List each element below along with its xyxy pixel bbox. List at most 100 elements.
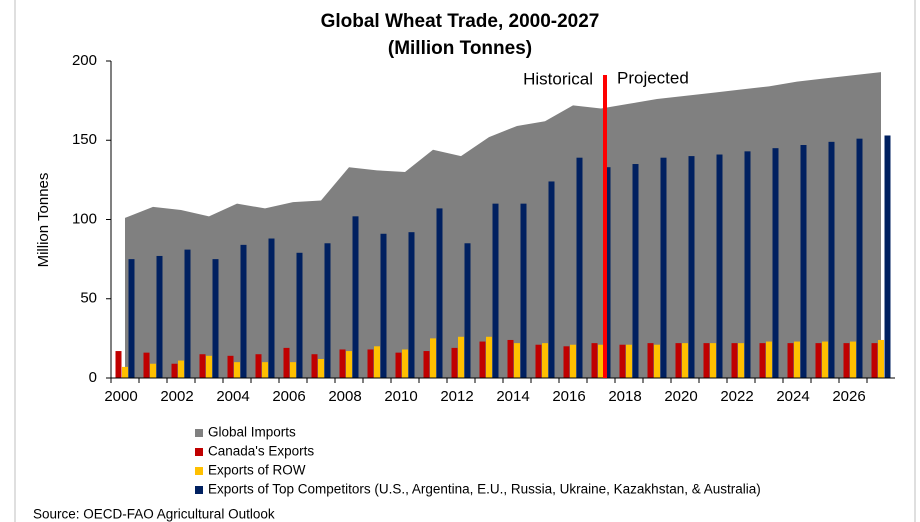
x-tick-label: 2016 — [552, 388, 585, 405]
legend-label: Canada's Exports — [208, 444, 314, 459]
bar — [766, 341, 772, 378]
legend-swatch — [195, 486, 203, 494]
annotation: Projected — [617, 68, 689, 87]
bar — [178, 360, 184, 378]
bar — [688, 156, 695, 378]
bar — [744, 151, 751, 378]
bar — [255, 354, 262, 378]
bar — [367, 349, 374, 378]
bar — [436, 208, 443, 378]
source: Source: OECD-FAO Agricultural Outlook — [33, 507, 275, 522]
bar — [843, 343, 850, 378]
bar — [548, 181, 555, 378]
bar — [352, 216, 359, 378]
bar — [492, 203, 499, 378]
x-tick-label: 2000 — [104, 388, 137, 405]
bar — [479, 341, 486, 378]
bar — [128, 259, 135, 378]
bar — [626, 344, 632, 378]
bar — [772, 148, 779, 378]
bar — [660, 157, 667, 378]
bar — [486, 336, 492, 378]
y-tick-label: 200 — [72, 52, 97, 69]
bar — [339, 349, 346, 378]
bar — [654, 344, 660, 378]
x-tick-label: 2012 — [440, 388, 473, 405]
bar — [143, 352, 150, 378]
x-tick-label: 2008 — [328, 388, 361, 405]
bar — [884, 135, 891, 378]
bar — [787, 343, 794, 378]
bar — [262, 362, 268, 378]
x-tick-label: 2014 — [496, 388, 529, 405]
bar — [464, 243, 471, 378]
bar — [402, 349, 408, 378]
x-tick-label: 2010 — [384, 388, 417, 405]
legend-label: Global Imports — [208, 425, 296, 440]
bar — [283, 347, 290, 378]
bar — [423, 351, 430, 378]
y-tick-label: 150 — [72, 131, 97, 148]
bar — [542, 343, 548, 378]
bar — [395, 352, 402, 378]
bar — [604, 167, 611, 378]
x-tick-label: 2026 — [832, 388, 865, 405]
legend-label: Exports of Top Competitors (U.S., Argent… — [208, 482, 761, 497]
bar — [794, 341, 800, 378]
bar — [290, 362, 296, 378]
x-tick-label: 2022 — [720, 388, 753, 405]
bar — [227, 355, 234, 378]
x-tick-label: 2004 — [216, 388, 249, 405]
bar — [212, 259, 219, 378]
bar — [234, 362, 240, 378]
bar — [828, 141, 835, 378]
bar — [324, 243, 331, 378]
bar — [115, 351, 122, 378]
bar — [682, 343, 688, 378]
x-tick-label: 2018 — [608, 388, 641, 405]
bar — [184, 249, 191, 378]
chart-subtitle: (Million Tonnes) — [388, 38, 532, 59]
legend-swatch — [195, 467, 203, 475]
legend-label: Exports of ROW — [208, 463, 306, 478]
bar — [703, 343, 710, 378]
bar — [731, 343, 738, 378]
bar — [563, 346, 570, 378]
bar — [507, 339, 514, 378]
bar — [815, 343, 822, 378]
bar — [458, 336, 464, 378]
bar — [122, 366, 128, 378]
bar — [619, 344, 626, 378]
bar — [822, 341, 828, 378]
bar — [374, 346, 380, 378]
bar — [296, 252, 303, 378]
bar — [570, 344, 576, 378]
bar — [171, 363, 178, 378]
bar — [856, 138, 863, 378]
bar — [408, 232, 415, 378]
bar — [206, 355, 212, 378]
bar — [520, 203, 527, 378]
bar — [156, 255, 163, 378]
bar — [647, 343, 654, 378]
y-axis-label: Million Tonnes — [35, 173, 52, 268]
annotation: Historical — [523, 69, 593, 88]
bar — [311, 354, 318, 378]
legend-swatch — [195, 429, 203, 437]
x-tick-label: 2020 — [664, 388, 697, 405]
bar — [576, 157, 583, 378]
bar — [380, 233, 387, 378]
bar — [514, 343, 520, 378]
bar — [150, 363, 156, 378]
bar — [710, 343, 716, 378]
bar — [632, 164, 639, 378]
bar — [871, 343, 878, 378]
bar — [346, 351, 352, 378]
y-tick-label: 0 — [89, 369, 97, 386]
area — [125, 72, 881, 378]
bar — [591, 343, 598, 378]
bar — [598, 344, 604, 378]
frame — [14, 0, 916, 522]
y-tick-label: 100 — [72, 210, 97, 227]
